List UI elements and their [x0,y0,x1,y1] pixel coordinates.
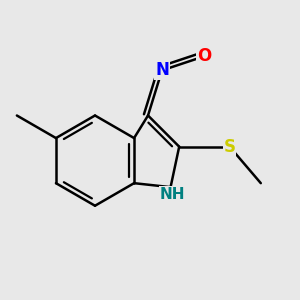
Text: NH: NH [160,187,185,202]
Text: S: S [224,138,236,156]
Text: N: N [155,61,169,80]
Text: O: O [197,47,211,65]
